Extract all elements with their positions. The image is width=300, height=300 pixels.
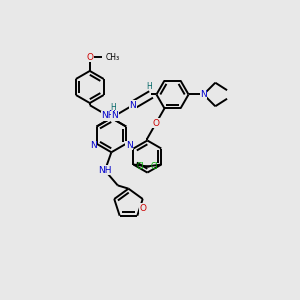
Text: O: O bbox=[140, 204, 146, 213]
Text: H: H bbox=[147, 82, 152, 91]
Text: N: N bbox=[200, 90, 207, 99]
Text: Cl: Cl bbox=[136, 162, 144, 171]
Text: CH₃: CH₃ bbox=[105, 52, 119, 62]
Text: O: O bbox=[86, 52, 93, 62]
Text: NH: NH bbox=[98, 166, 112, 175]
Text: N: N bbox=[90, 141, 97, 150]
Text: NH: NH bbox=[101, 111, 115, 120]
Text: N: N bbox=[126, 141, 133, 150]
Text: N: N bbox=[111, 111, 118, 120]
Text: H: H bbox=[110, 103, 116, 112]
Text: N: N bbox=[108, 110, 115, 119]
Text: Cl: Cl bbox=[151, 162, 158, 171]
Text: N: N bbox=[130, 101, 136, 110]
Text: O: O bbox=[152, 119, 159, 128]
